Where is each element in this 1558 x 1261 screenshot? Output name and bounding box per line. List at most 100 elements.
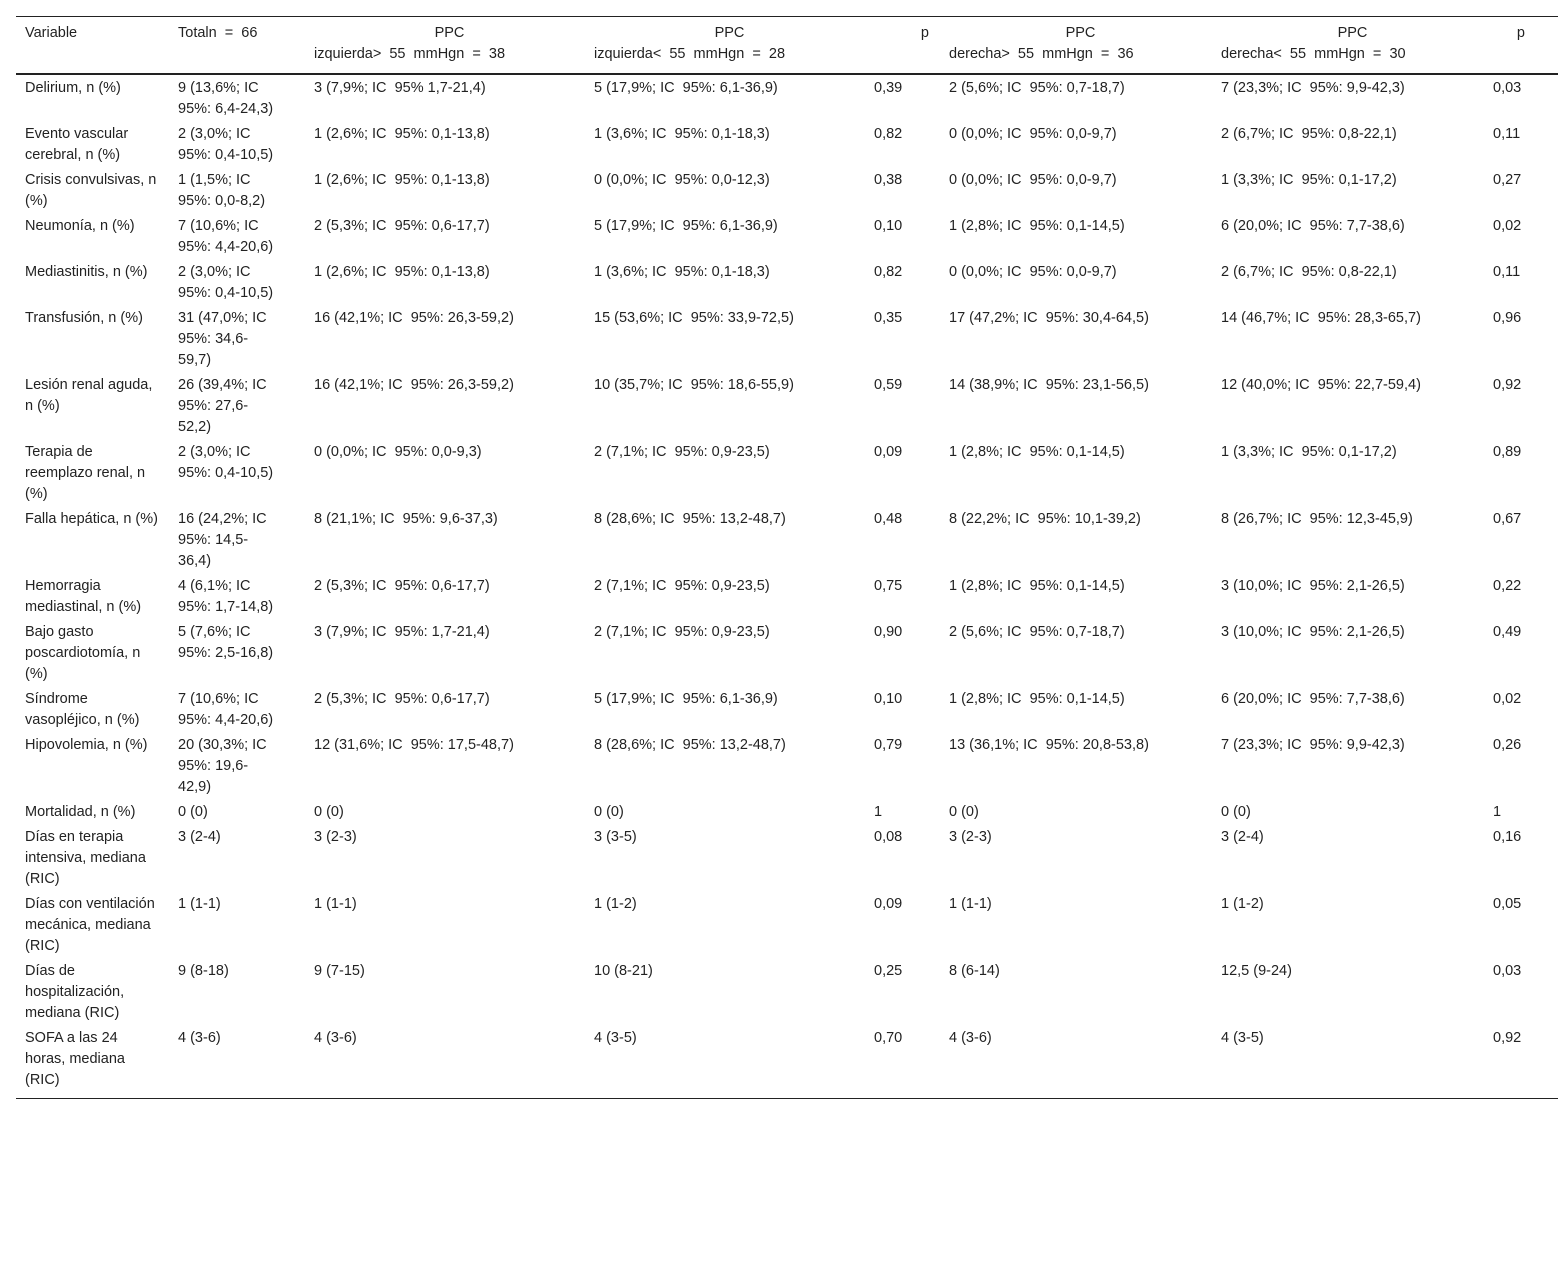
cell-izq-menor: 0 (0) [594,804,624,820]
cell-p-izq: 0,09 [874,896,903,912]
cell-izq-menor: 2 (7,1%; IC 95%: 0,9-23,5) [594,444,770,460]
cell-p-der: 0,03 [1493,80,1522,96]
header-ppc-der-menor: PPC derecha< 55 mmHgn = 30 [1212,17,1484,75]
cell-der-menor: 4 (3-5) [1221,1030,1264,1046]
cell-izq-mayor: 3 (2-3) [314,829,357,845]
cell-total: 4 (6,1%; IC 95%: 1,7-14,8) [178,578,274,615]
cell-izq-mayor: 2 (5,3%; IC 95%: 0,6-17,7) [314,691,490,707]
table-row: Síndrome vasopléjico, n (%) 7 (10,6%; IC … [16,686,1558,732]
header-ppc-label: PPC [434,25,465,41]
cell-total: 7 (10,6%; IC 95%: 4,4-20,6) [178,691,274,728]
cell-der-mayor: 8 (22,2%; IC 95%: 10,1-39,2) [949,511,1141,527]
cell-variable: SOFA a las 24 horas, mediana (RIC) [25,1030,125,1088]
cell-variable: Delirium, n (%) [25,80,121,96]
cell-p-der: 0,22 [1493,578,1522,594]
header-izq-menor-label: izquierda< 55 mmHgn = 28 [594,46,786,62]
cell-p-izq: 0,10 [874,691,903,707]
table-row: Transfusión, n (%) 31 (47,0%; IC 95%: 34,… [16,305,1558,372]
cell-izq-mayor: 0 (0) [314,804,344,820]
table-row: Neumonía, n (%) 7 (10,6%; IC 95%: 4,4-20,… [16,213,1558,259]
cell-p-izq: 0,35 [874,310,903,326]
cell-izq-mayor: 1 (2,6%; IC 95%: 0,1-13,8) [314,126,490,142]
header-p-der: p [1516,25,1525,41]
header-ppc-izq-menor: PPC izquierda< 55 mmHgn = 28 [585,17,865,75]
cell-total: 2 (3,0%; IC 95%: 0,4-10,5) [178,126,274,163]
cell-der-menor: 1 (1-2) [1221,896,1264,912]
cell-izq-mayor: 3 (7,9%; IC 95% 1,7-21,4) [314,80,486,96]
cell-variable: Hemorragia mediastinal, n (%) [25,578,142,615]
cell-der-menor: 7 (23,3%; IC 95%: 9,9-42,3) [1221,80,1405,96]
table-row: Evento vascular cerebral, n (%) 2 (3,0%; … [16,121,1558,167]
cell-p-der: 0,89 [1493,444,1522,460]
cell-der-mayor: 1 (2,8%; IC 95%: 0,1-14,5) [949,218,1125,234]
cell-p-izq: 0,09 [874,444,903,460]
table-row: Delirium, n (%) 9 (13,6%; IC 95%: 6,4-24,… [16,74,1558,121]
header-total: Totaln = 66 [178,25,258,41]
cell-izq-menor: 1 (1-2) [594,896,637,912]
cell-izq-menor: 2 (7,1%; IC 95%: 0,9-23,5) [594,578,770,594]
cell-der-menor: 2 (6,7%; IC 95%: 0,8-22,1) [1221,126,1397,142]
table-row: Mortalidad, n (%) 0 (0) 0 (0) 0 (0) 1 0 (0) 0 … [16,799,1558,824]
table-body: Delirium, n (%) 9 (13,6%; IC 95%: 6,4-24,… [16,74,1558,1099]
cell-p-der: 0,16 [1493,829,1522,845]
cell-p-der: 0,02 [1493,218,1522,234]
cell-total: 1 (1-1) [178,896,221,912]
cell-der-mayor: 17 (47,2%; IC 95%: 30,4-64,5) [949,310,1149,326]
cell-p-izq: 0,48 [874,511,903,527]
cell-izq-menor: 2 (7,1%; IC 95%: 0,9-23,5) [594,624,770,640]
cell-total: 20 (30,3%; IC 95%: 19,6-42,9) [178,737,267,795]
cell-izq-mayor: 1 (2,6%; IC 95%: 0,1-13,8) [314,172,490,188]
cell-total: 7 (10,6%; IC 95%: 4,4-20,6) [178,218,274,255]
cell-der-menor: 1 (3,3%; IC 95%: 0,1-17,2) [1221,444,1397,460]
table-row: Días en terapia intensiva, mediana (RIC)… [16,824,1558,891]
cell-izq-mayor: 16 (42,1%; IC 95%: 26,3-59,2) [314,310,514,326]
cell-p-izq: 0,75 [874,578,903,594]
cell-izq-menor: 10 (8-21) [594,963,653,979]
cell-der-menor: 14 (46,7%; IC 95%: 28,3-65,7) [1221,310,1421,326]
cell-variable: Bajo gasto poscardiotomía, n (%) [25,624,141,682]
cell-p-der: 0,92 [1493,1030,1522,1046]
cell-der-mayor: 1 (2,8%; IC 95%: 0,1-14,5) [949,691,1125,707]
cell-p-der: 0,49 [1493,624,1522,640]
cell-variable: Crisis convulsivas, n (%) [25,172,157,209]
cell-total: 26 (39,4%; IC 95%: 27,6-52,2) [178,377,267,435]
cell-p-izq: 0,82 [874,126,903,142]
cell-izq-menor: 1 (3,6%; IC 95%: 0,1-18,3) [594,126,770,142]
cell-der-menor: 3 (2-4) [1221,829,1264,845]
cell-der-menor: 7 (23,3%; IC 95%: 9,9-42,3) [1221,737,1405,753]
cell-p-der: 0,02 [1493,691,1522,707]
cell-p-der: 0,11 [1493,264,1521,280]
cell-der-mayor: 8 (6-14) [949,963,1000,979]
cell-p-izq: 0,10 [874,218,903,234]
table-row: Mediastinitis, n (%) 2 (3,0%; IC 95%: 0,4… [16,259,1558,305]
cell-p-der: 0,03 [1493,963,1522,979]
cell-der-menor: 2 (6,7%; IC 95%: 0,8-22,1) [1221,264,1397,280]
cell-izq-menor: 0 (0,0%; IC 95%: 0,0-12,3) [594,172,770,188]
cell-der-mayor: 0 (0,0%; IC 95%: 0,0-9,7) [949,264,1117,280]
cell-der-menor: 12 (40,0%; IC 95%: 22,7-59,4) [1221,377,1421,393]
cell-p-izq: 0,25 [874,963,903,979]
table-row: Días con ventilación mecánica, mediana (… [16,891,1558,958]
cell-p-izq: 0,82 [874,264,903,280]
cell-variable: Días con ventilación mecánica, mediana (… [25,896,155,954]
cell-p-der: 0,11 [1493,126,1521,142]
cell-izq-mayor: 2 (5,3%; IC 95%: 0,6-17,7) [314,578,490,594]
header-p-izq: p [920,25,929,41]
header-der-mayor-label: derecha> 55 mmHgn = 36 [949,46,1134,62]
cell-total: 31 (47,0%; IC 95%: 34,6-59,7) [178,310,267,368]
cell-total: 2 (3,0%; IC 95%: 0,4-10,5) [178,444,274,481]
header-ppc-label: PPC [1337,25,1368,41]
cell-p-izq: 0,79 [874,737,903,753]
cell-p-izq: 0,90 [874,624,903,640]
header-variable: Variable [25,25,78,41]
cell-total: 4 (3-6) [178,1030,221,1046]
cell-izq-mayor: 0 (0,0%; IC 95%: 0,0-9,3) [314,444,482,460]
cell-izq-mayor: 4 (3-6) [314,1030,357,1046]
table-container: Variable Totaln = 66 PPC izquierda> 55 m… [16,16,1558,1099]
cell-p-izq: 0,38 [874,172,903,188]
cell-der-menor: 6 (20,0%; IC 95%: 7,7-38,6) [1221,691,1405,707]
cell-der-menor: 3 (10,0%; IC 95%: 2,1-26,5) [1221,624,1405,640]
table-row: Falla hepática, n (%) 16 (24,2%; IC 95%: … [16,506,1558,573]
cell-total: 3 (2-4) [178,829,221,845]
cell-der-menor: 3 (10,0%; IC 95%: 2,1-26,5) [1221,578,1405,594]
